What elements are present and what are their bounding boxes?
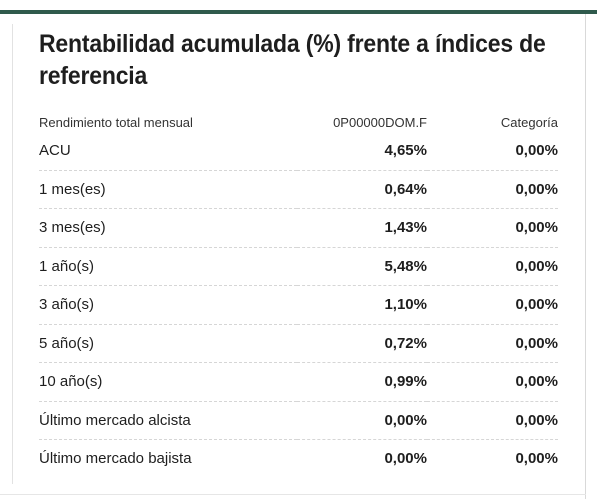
table-row: 3 mes(es) 1,43% 0,00%: [39, 208, 558, 248]
fund-value: 0,00%: [297, 401, 427, 440]
category-value: 0,00%: [427, 285, 558, 325]
table-row: 3 año(s) 1,10% 0,00%: [39, 285, 558, 325]
table-header-row: Rendimiento total mensual 0P00000DOM.F C…: [39, 112, 558, 132]
fund-value: 0,72%: [297, 324, 427, 363]
table-row: 5 año(s) 0,72% 0,00%: [39, 324, 558, 363]
section-title: Rentabilidad acumulada (%) frente a índi…: [39, 30, 546, 90]
fund-value: 0,99%: [297, 362, 427, 402]
column-header-period: Rendimiento total mensual: [39, 114, 193, 130]
category-value: 0,00%: [427, 401, 558, 440]
accent-bar: [0, 10, 597, 14]
table-row: Último mercado bajista 0,00% 0,00%: [39, 440, 558, 478]
fund-value: 4,65%: [297, 132, 427, 171]
category-value: 0,00%: [427, 362, 558, 402]
fund-value: 1,43%: [297, 208, 427, 248]
fund-value: 0,64%: [297, 170, 427, 209]
row-label: Último mercado alcista: [39, 401, 297, 440]
row-label: ACU: [39, 132, 297, 171]
returns-card: Rentabilidad acumulada (%) frente a índi…: [39, 28, 558, 467]
row-label: 1 mes(es): [39, 170, 297, 209]
category-value: 0,00%: [427, 324, 558, 363]
table-row: 1 mes(es) 0,64% 0,00%: [39, 170, 558, 209]
category-value: 0,00%: [427, 208, 558, 248]
fund-value: 0,00%: [384, 450, 427, 468]
row-label: 10 año(s): [39, 362, 297, 402]
table-row: 10 año(s) 0,99% 0,00%: [39, 362, 558, 402]
fund-value: 1,10%: [297, 285, 427, 325]
row-label: 1 año(s): [39, 247, 297, 286]
bottom-divider: [0, 494, 586, 495]
table-row: 1 año(s) 5,48% 0,00%: [39, 247, 558, 286]
left-divider: [12, 24, 13, 484]
fund-value: 5,48%: [297, 247, 427, 286]
column-header-category: Categoría: [500, 114, 558, 130]
right-scroll-edge: [585, 14, 586, 499]
returns-table: Rendimiento total mensual 0P00000DOM.F C…: [39, 112, 558, 478]
column-header-fund: 0P00000DOM.F: [333, 114, 427, 130]
category-value: 0,00%: [427, 132, 558, 171]
category-value: 0,00%: [427, 170, 558, 209]
row-label: 5 año(s): [39, 324, 297, 363]
table-row: ACU 4,65% 0,00%: [39, 132, 558, 171]
row-label: Último mercado bajista: [39, 450, 192, 468]
table-row: Último mercado alcista 0,00% 0,00%: [39, 401, 558, 440]
category-value: 0,00%: [515, 450, 558, 468]
category-value: 0,00%: [427, 247, 558, 286]
row-label: 3 año(s): [39, 285, 297, 325]
row-label: 3 mes(es): [39, 208, 297, 248]
